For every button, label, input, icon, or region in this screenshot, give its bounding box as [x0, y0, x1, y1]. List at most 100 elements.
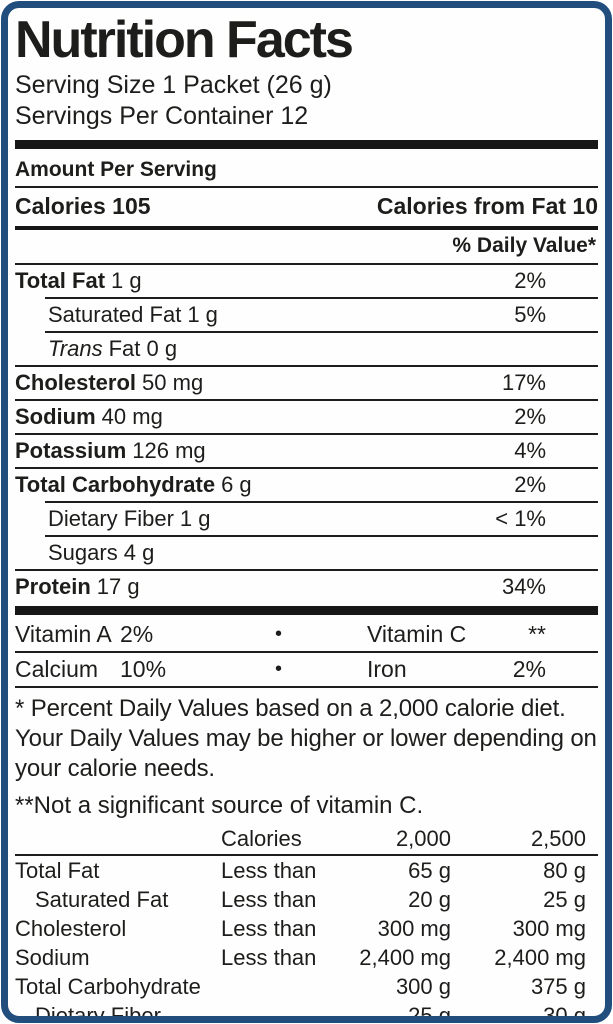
- nutrient-row-sodium: Sodium 40 mg 2%: [15, 401, 598, 433]
- row-label: Saturated Fat: [35, 887, 169, 912]
- nutrient-amount: Fat 0 g: [108, 336, 178, 361]
- row-label: Sodium: [15, 945, 90, 970]
- divider: [45, 297, 598, 299]
- nutrient-amount: 40 mg: [101, 404, 163, 429]
- row-value-2500: 2,400 mg: [494, 945, 586, 970]
- nutrient-dv: 2%: [514, 404, 546, 429]
- bullet-separator: •: [274, 623, 282, 645]
- nutrient-dv: 5%: [514, 302, 546, 327]
- row-label: Dietary Fiber: [35, 1003, 161, 1023]
- row-value-2500: 25 g: [543, 887, 586, 912]
- serving-size: Serving Size 1 Packet (26 g): [15, 71, 332, 99]
- vitamin-value: 2%: [512, 656, 546, 682]
- nutrient-name: Protein: [15, 574, 91, 599]
- divider: [45, 535, 598, 537]
- vitamin-name: Iron: [367, 656, 407, 682]
- calories-row: Calories 105 Calories from Fat 10: [15, 188, 598, 226]
- divider: [15, 569, 598, 571]
- nutrient-row-dietary-fiber: Dietary Fiber 1 g < 1%: [15, 503, 598, 535]
- row-value-2000: 25 g: [408, 1003, 451, 1023]
- nutrient-row-protein: Protein 17 g 34%: [15, 571, 598, 603]
- calories-from-fat-value: Calories from Fat 10: [376, 193, 598, 219]
- calories-value: Calories 105: [15, 193, 151, 219]
- header-2000: 2,000: [395, 826, 451, 851]
- nutrient-dv: 4%: [514, 438, 546, 463]
- nutrient-amount: 1 g: [111, 268, 142, 293]
- divider: [15, 651, 598, 653]
- row-value-2000: 2,400 mg: [359, 945, 451, 970]
- reference-table-header: Calories 2,000 2,500: [15, 824, 598, 854]
- vitamin-row-a-c: Vitamin A 2% • Vitamin C **: [15, 618, 598, 651]
- vitamin-name: Vitamin C: [367, 621, 467, 647]
- vitamin-value: 2%: [120, 621, 154, 647]
- table-row-saturated-fat: Saturated Fat Less than 20 g 25 g: [15, 885, 598, 914]
- nutrient-name: Sugars: [48, 540, 118, 565]
- row-label: Total Carbohydrate: [15, 974, 201, 999]
- label-title: Nutrition Facts: [15, 11, 354, 69]
- header-2500: 2,500: [530, 826, 586, 851]
- nutrient-name: Sodium: [15, 404, 96, 429]
- nutrient-dv: [546, 337, 598, 361]
- nutrient-row-sugars: Sugars 4 g: [15, 537, 598, 569]
- vitamin-value: 10%: [120, 656, 167, 682]
- divider: [15, 686, 598, 688]
- divider: [15, 854, 598, 856]
- divider: [15, 365, 598, 367]
- nutrient-name: Cholesterol: [15, 370, 137, 395]
- nutrient-dv: 34%: [501, 574, 546, 599]
- thick-rule-vitamins: [15, 606, 598, 615]
- table-row-total-carbohydrate: Total Carbohydrate 300 g 375 g: [15, 972, 598, 1001]
- row-value-2500: 80 g: [543, 858, 586, 883]
- nutrient-dv: < 1%: [495, 506, 546, 531]
- nutrient-name: Saturated Fat: [48, 302, 182, 327]
- row-qualifier: [221, 972, 346, 1001]
- nutrient-dv: 2%: [514, 472, 546, 497]
- divider: [15, 186, 598, 188]
- row-value-2000: 300 g: [395, 974, 451, 999]
- nutrient-row-trans-fat: Trans Fat 0 g: [15, 333, 598, 365]
- nutrient-name: Potassium: [15, 438, 127, 463]
- row-value-2000: 65 g: [408, 858, 451, 883]
- vitamin-name: Vitamin A: [15, 621, 112, 647]
- nutrient-amount: 17 g: [96, 574, 140, 599]
- table-row-dietary-fiber: Dietary Fiber 25 g 30 g: [15, 1001, 598, 1023]
- table-row-sodium: Sodium Less than 2,400 mg 2,400 mg: [15, 943, 598, 972]
- row-qualifier: Less than: [221, 945, 317, 970]
- row-qualifier: Less than: [221, 858, 317, 883]
- nutrient-amount: 126 mg: [132, 438, 206, 463]
- nutrient-row-total-fat: Total Fat 1 g 2%: [15, 265, 598, 297]
- nutrient-amount: 4 g: [123, 540, 155, 565]
- nutrient-row-total-carbohydrate: Total Carbohydrate 6 g 2%: [15, 469, 598, 501]
- row-value-2500: 30 g: [543, 1003, 586, 1023]
- medium-rule: [15, 226, 598, 230]
- nutrient-amount: 1 g: [179, 506, 211, 531]
- row-qualifier: [221, 1001, 346, 1016]
- row-qualifier: Less than: [221, 887, 317, 912]
- nutrient-amount: 6 g: [221, 472, 252, 497]
- vitamin-name: Calcium: [15, 656, 99, 682]
- nutrient-row-cholesterol: Cholesterol 50 mg 17%: [15, 367, 598, 399]
- divider: [15, 399, 598, 401]
- reference-table: Calories 2,000 2,500 Total Fat Less than…: [15, 824, 598, 1023]
- nutrient-name: Trans: [48, 336, 103, 361]
- servings-per-container: Servings Per Container 12: [15, 102, 309, 130]
- footnote-vitamin-c: **Not a significant source of vitamin C.: [15, 792, 424, 819]
- row-value-2500: 375 g: [530, 974, 586, 999]
- bullet-separator: •: [274, 658, 282, 680]
- divider: [45, 501, 598, 503]
- divider: [15, 263, 598, 265]
- nutrient-amount: 1 g: [187, 302, 218, 327]
- row-value-2000: 20 g: [408, 887, 451, 912]
- divider: [15, 467, 598, 469]
- vitamin-value: **: [528, 621, 546, 647]
- nutrient-name: Total Fat: [15, 268, 106, 293]
- nutrient-dv: 17%: [501, 370, 546, 395]
- nutrient-row-potassium: Potassium 126 mg 4%: [15, 435, 598, 467]
- nutrient-dv: [546, 541, 598, 565]
- daily-value-header: % Daily Value*: [452, 234, 596, 257]
- row-qualifier: Less than: [221, 916, 317, 941]
- divider: [45, 331, 598, 333]
- row-value-2500: 300 mg: [512, 916, 586, 941]
- table-row-cholesterol: Cholesterol Less than 300 mg 300 mg: [15, 914, 598, 943]
